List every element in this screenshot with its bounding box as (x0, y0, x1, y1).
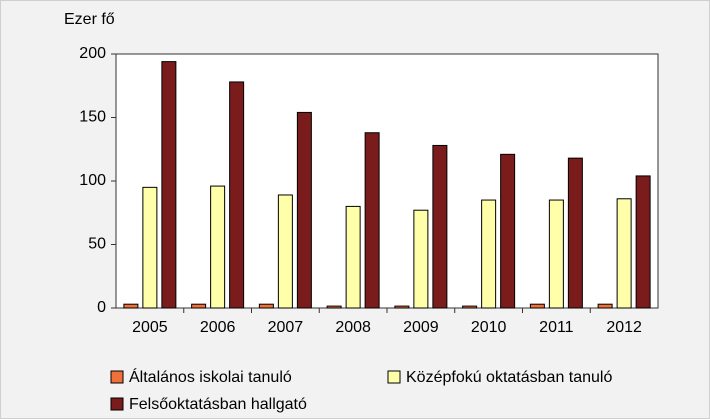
plot-area (115, 53, 659, 309)
legend-swatch (387, 370, 401, 384)
bar (529, 303, 545, 309)
bar (394, 305, 410, 309)
y-tick-label: 50 (88, 236, 106, 253)
y-tick-label: 150 (79, 109, 106, 126)
bar (277, 194, 293, 309)
y-tick-label: 100 (79, 172, 106, 189)
x-tick-label: 2010 (471, 319, 507, 336)
bar (548, 199, 564, 309)
bar (345, 205, 361, 309)
bar (258, 303, 274, 309)
x-tick-label: 2006 (200, 319, 236, 336)
legend-swatch (110, 397, 124, 411)
bar (500, 153, 516, 309)
x-tick-label: 2007 (268, 319, 304, 336)
x-tick-label: 2012 (606, 319, 642, 336)
bar (597, 303, 613, 309)
bar (481, 199, 497, 309)
bar (432, 144, 448, 309)
x-tick-label: 2009 (403, 319, 439, 336)
bar (635, 175, 651, 309)
legend-label: Felsőoktatásban hallgató (129, 396, 307, 413)
bar (123, 303, 139, 309)
bar (462, 305, 478, 309)
bar (567, 157, 583, 309)
legend-swatch (110, 370, 124, 384)
legend-label: Középfokú oktatásban tanuló (406, 369, 612, 386)
bar (296, 111, 312, 309)
bar (413, 209, 429, 309)
x-tick-label: 2011 (539, 319, 574, 336)
bar (229, 81, 245, 309)
bar (326, 305, 342, 309)
y-axis-label: Ezer fő (64, 11, 115, 28)
y-tick-label: 0 (97, 299, 106, 316)
bar (210, 185, 226, 309)
y-tick-label: 200 (79, 45, 106, 62)
bar (191, 303, 207, 309)
bar (142, 186, 158, 309)
x-tick-label: 2008 (335, 319, 371, 336)
bar (161, 61, 177, 309)
bar (364, 132, 380, 309)
legend-label: Általános iskolai tanuló (129, 367, 292, 386)
bar (616, 198, 632, 309)
x-tick-label: 2005 (132, 319, 168, 336)
